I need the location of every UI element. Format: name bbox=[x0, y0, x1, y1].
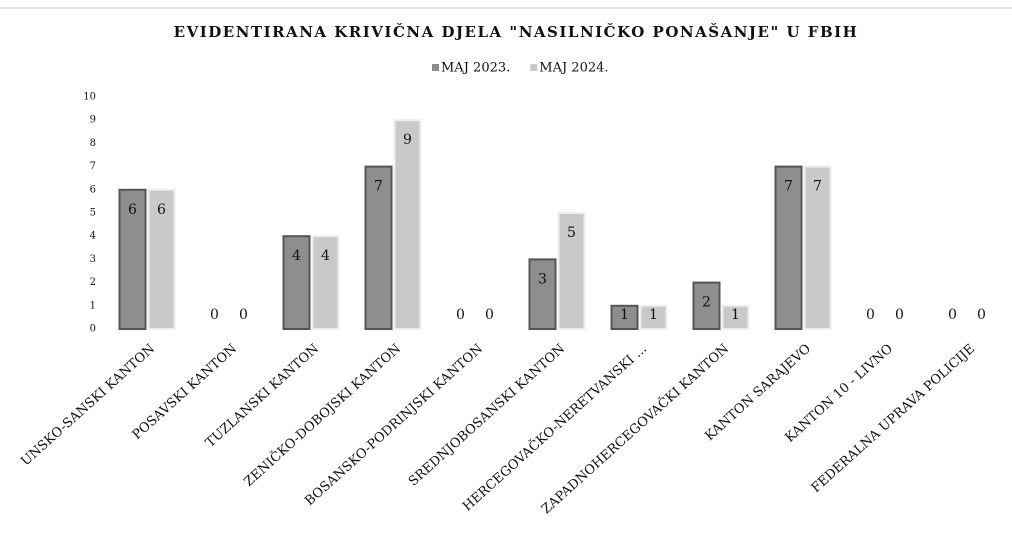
y-tick-label: 1 bbox=[90, 300, 96, 311]
legend-label: MAJ 2024. bbox=[539, 61, 608, 76]
bar bbox=[774, 165, 803, 330]
bar bbox=[803, 165, 832, 330]
y-tick-label: 9 bbox=[90, 115, 96, 126]
data-label: 3 bbox=[538, 271, 547, 287]
bar bbox=[639, 304, 668, 330]
data-label: 6 bbox=[128, 202, 137, 218]
y-tick-label: 2 bbox=[90, 277, 96, 288]
data-label: 0 bbox=[977, 307, 986, 323]
x-tick-label: UNSKO-SANSKI KANTON bbox=[18, 341, 158, 469]
x-tick-label: BOSANSKO-PODRINJSKI KANTON bbox=[302, 341, 486, 509]
x-tick-label: SREDNJOBOSANSKI KANTON bbox=[406, 341, 568, 489]
data-label: 4 bbox=[292, 248, 301, 264]
bar bbox=[364, 165, 393, 330]
y-tick-label: 6 bbox=[90, 184, 96, 195]
x-tick-label: FEDERALNA UPRAVA POLICIJE bbox=[809, 341, 978, 496]
data-label: 1 bbox=[620, 307, 629, 323]
data-label: 1 bbox=[731, 307, 740, 323]
data-label: 0 bbox=[456, 307, 465, 323]
data-label: 2 bbox=[702, 295, 711, 311]
data-label: 0 bbox=[895, 307, 904, 323]
data-label: 9 bbox=[403, 132, 412, 148]
data-label: 5 bbox=[567, 225, 576, 241]
data-label: 6 bbox=[157, 202, 166, 218]
y-tick-label: 7 bbox=[90, 161, 96, 172]
bar bbox=[610, 304, 639, 330]
bar bbox=[282, 235, 311, 330]
bar bbox=[393, 119, 422, 330]
data-label: 7 bbox=[813, 179, 822, 195]
legend-swatch bbox=[432, 64, 439, 71]
y-tick-label: 4 bbox=[90, 231, 96, 242]
data-label: 4 bbox=[321, 248, 330, 264]
data-label: 0 bbox=[866, 307, 875, 323]
bar bbox=[147, 188, 176, 330]
y-tick-label: 5 bbox=[90, 208, 96, 219]
x-tick-label: HERCEGOVAČKO-NERETVANSKI ... bbox=[459, 340, 650, 515]
y-tick-label: 10 bbox=[83, 92, 96, 103]
data-label: 0 bbox=[239, 307, 248, 323]
x-tick-label: ZAPADNOHERCEGOVAČKI KANTON bbox=[538, 340, 732, 517]
legend-label: MAJ 2023. bbox=[441, 61, 510, 76]
data-label: 7 bbox=[784, 179, 793, 195]
data-label: 0 bbox=[948, 307, 957, 323]
data-label: 7 bbox=[374, 179, 383, 195]
x-tick-label: ZENIČKO-DOBOJSKI KANTON bbox=[240, 340, 404, 490]
data-label: 1 bbox=[649, 307, 658, 323]
bar bbox=[557, 212, 586, 330]
legend-swatch bbox=[530, 64, 538, 71]
bar bbox=[721, 304, 750, 330]
data-label: 0 bbox=[485, 307, 494, 323]
data-label: 0 bbox=[210, 307, 219, 323]
bar bbox=[311, 235, 340, 330]
y-tick-label: 8 bbox=[90, 138, 96, 149]
chart-title: EVIDENTIRANA KRIVIČNA DJELA "NASILNIČKO … bbox=[174, 23, 859, 41]
y-tick-label: 0 bbox=[90, 324, 96, 335]
bar bbox=[528, 258, 557, 330]
y-tick-label: 3 bbox=[90, 254, 96, 265]
bar bbox=[118, 188, 147, 330]
bar bbox=[692, 281, 721, 331]
